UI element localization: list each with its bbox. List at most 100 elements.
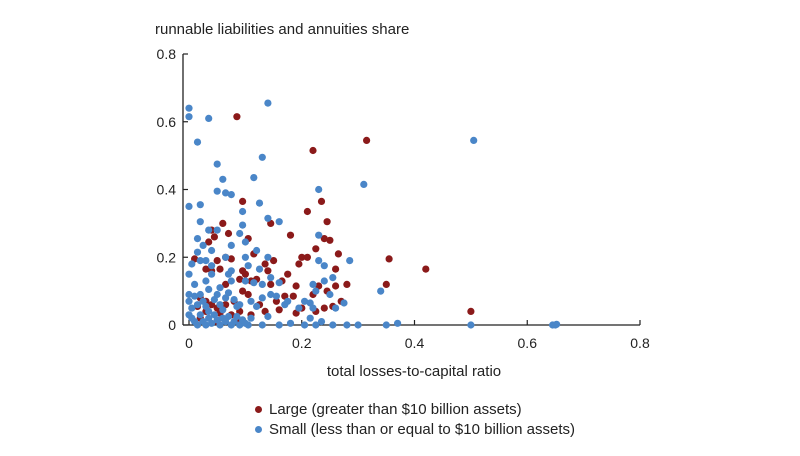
x-tick-label: 0.4 xyxy=(405,335,425,351)
small-point xyxy=(188,260,196,268)
small-point xyxy=(250,174,258,182)
large-point xyxy=(303,253,311,261)
x-tick-label: 0.8 xyxy=(630,335,650,351)
small-point xyxy=(326,290,334,299)
small-point xyxy=(272,292,280,300)
large-point xyxy=(202,265,210,273)
small-point xyxy=(193,248,202,256)
large-point xyxy=(239,267,247,275)
large-point xyxy=(233,113,241,121)
small-point xyxy=(202,321,210,329)
large-point xyxy=(239,197,247,205)
small-point xyxy=(253,302,261,310)
y-axis-title: runnable liabilities and annuities share xyxy=(155,21,409,38)
small-point xyxy=(309,304,317,312)
small-point xyxy=(346,257,354,265)
small-point xyxy=(199,241,207,249)
large-point xyxy=(264,267,272,275)
small-point xyxy=(258,280,266,288)
small-point xyxy=(286,319,295,327)
small-point xyxy=(306,314,314,322)
small-point xyxy=(275,279,283,287)
small-point xyxy=(377,287,385,295)
small-point xyxy=(312,321,320,329)
small-point xyxy=(196,218,204,226)
small-point xyxy=(224,312,233,321)
small-point xyxy=(227,191,235,199)
small-point xyxy=(275,321,283,329)
large-point xyxy=(320,304,328,312)
small-point xyxy=(247,297,255,305)
small-point xyxy=(250,279,258,287)
small-point xyxy=(205,285,213,293)
small-point xyxy=(382,321,390,329)
small-point xyxy=(267,274,275,282)
small-point xyxy=(239,221,247,229)
large-point xyxy=(323,218,331,226)
small-point xyxy=(185,290,193,299)
large-point xyxy=(270,257,278,265)
small-point xyxy=(315,231,323,239)
large-point xyxy=(261,260,269,268)
small-point xyxy=(202,257,210,265)
large-point xyxy=(317,197,326,205)
large-point xyxy=(289,292,297,300)
small-point xyxy=(222,253,230,261)
large-point xyxy=(312,245,320,253)
small-point xyxy=(191,280,199,288)
large-point xyxy=(292,282,300,290)
small-point xyxy=(230,296,238,304)
small-point xyxy=(255,265,264,273)
large-point xyxy=(275,306,283,314)
small-point xyxy=(236,229,244,238)
small-point xyxy=(241,253,249,261)
small-point xyxy=(255,199,264,207)
small-point xyxy=(191,292,199,300)
small-point xyxy=(394,319,402,327)
small-point xyxy=(193,235,202,243)
small-point xyxy=(360,180,368,188)
small-point xyxy=(343,321,351,329)
small-point xyxy=(188,304,196,312)
small-point xyxy=(219,175,227,183)
small-point xyxy=(196,201,204,209)
large-point xyxy=(267,280,275,288)
large-point xyxy=(309,146,317,155)
large-point xyxy=(227,255,235,263)
small-point xyxy=(196,311,204,319)
large-point xyxy=(205,238,213,246)
small-point xyxy=(470,136,478,144)
small-point xyxy=(193,138,202,146)
small-point xyxy=(219,306,227,314)
legend-label-small: Small (less than or equal to $10 billion… xyxy=(269,420,575,438)
small-point xyxy=(267,290,275,299)
small-point xyxy=(253,246,261,255)
large-point xyxy=(219,219,227,227)
large-point xyxy=(326,236,334,244)
small-point xyxy=(301,297,309,305)
small-point xyxy=(258,321,266,329)
y-tick-label: 0.6 xyxy=(157,114,177,130)
small-point xyxy=(208,246,216,255)
x-tick-label: 0 xyxy=(185,335,193,351)
small-point xyxy=(185,104,193,112)
small-point xyxy=(205,114,213,122)
small-point xyxy=(553,320,561,328)
small-point xyxy=(227,241,235,249)
large-point xyxy=(343,280,351,288)
large-point xyxy=(213,257,221,265)
small-point xyxy=(329,321,337,329)
small-point xyxy=(315,185,323,194)
large-point xyxy=(332,282,340,290)
legend-item-small: Small (less than or equal to $10 billion… xyxy=(255,419,575,439)
large-point xyxy=(286,231,295,239)
large-point xyxy=(216,265,224,273)
legend-label-large: Large (greater than $10 billion assets) xyxy=(269,400,522,418)
large-point xyxy=(363,136,371,144)
small-point xyxy=(213,187,221,195)
small-point xyxy=(193,301,202,309)
small-point xyxy=(264,253,272,261)
small-point xyxy=(236,301,244,309)
small-point xyxy=(340,299,348,307)
